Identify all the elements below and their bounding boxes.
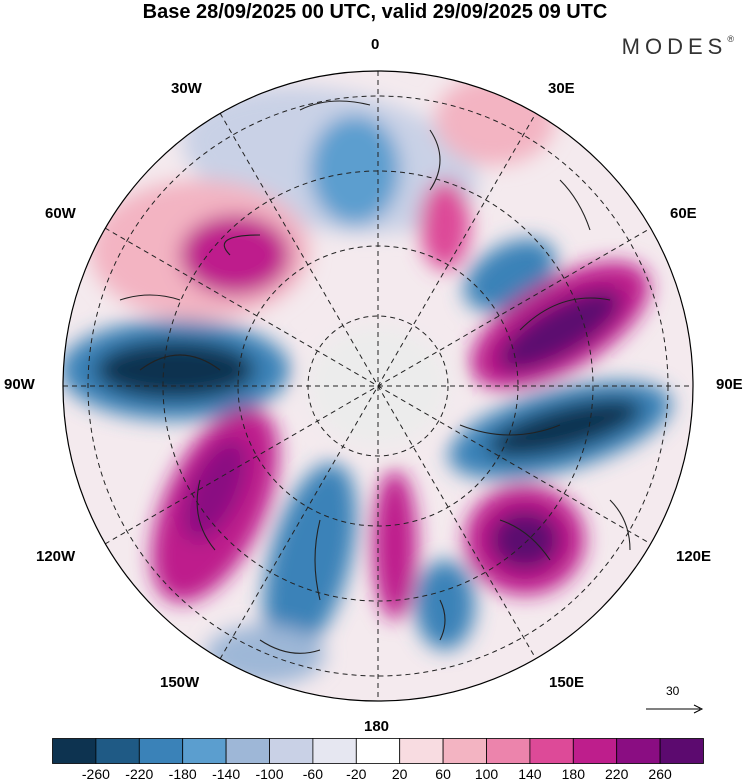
colorbar-swatch bbox=[52, 738, 97, 764]
colorbar-ticks: -260 -220 -180 -140 -100 -60 -20 20 60 100 140 180 2… bbox=[0, 766, 750, 784]
lon-label-60w: 60W bbox=[45, 205, 76, 222]
colorbar bbox=[52, 738, 704, 764]
brand-text: MODES bbox=[621, 34, 728, 59]
colorbar-tick-label: 60 bbox=[435, 766, 451, 782]
colorbar-tick-label: 220 bbox=[605, 766, 629, 782]
colorbar-tick-label: -220 bbox=[125, 766, 154, 782]
colorbar-tick-label: -60 bbox=[302, 766, 324, 782]
colorbar-swatch bbox=[355, 738, 401, 764]
colorbar-swatch bbox=[442, 738, 487, 764]
colorbar-swatch bbox=[616, 738, 661, 764]
colorbar-swatch bbox=[529, 738, 574, 764]
lon-label-90w: 90W bbox=[4, 376, 35, 393]
polar-map bbox=[62, 70, 694, 702]
colorbar-tick-label: 260 bbox=[648, 766, 672, 782]
colorbar-tick-label: -180 bbox=[168, 766, 197, 782]
lon-label-30w: 30W bbox=[171, 80, 202, 97]
colorbar-swatch bbox=[182, 738, 227, 764]
anomaly-field bbox=[63, 71, 693, 701]
lon-label-30e: 30E bbox=[548, 80, 575, 97]
lon-label-150e: 150E bbox=[549, 674, 585, 691]
colorbar-tick-label: 100 bbox=[474, 766, 499, 782]
colorbar-tick-label: 140 bbox=[518, 766, 542, 782]
lon-label-60e: 60E bbox=[670, 205, 697, 222]
colorbar-tick-label: -140 bbox=[212, 766, 241, 782]
lon-label-90e: 90E bbox=[716, 376, 743, 393]
lon-label-180: 180 bbox=[364, 718, 390, 735]
colorbar-swatch bbox=[659, 738, 704, 764]
reference-vector-label: 30 bbox=[666, 684, 680, 698]
colorbar-swatch bbox=[95, 738, 140, 764]
lon-label-150w: 150W bbox=[160, 674, 200, 691]
colorbar-swatch bbox=[399, 738, 444, 764]
lon-label-120w: 120W bbox=[36, 548, 76, 565]
colorbar-tick-label: 20 bbox=[391, 766, 408, 782]
lon-label-0: 0 bbox=[371, 36, 380, 53]
colorbar-swatch bbox=[572, 738, 618, 764]
colorbar-tick-label: -260 bbox=[81, 766, 110, 782]
wind-vectors bbox=[119, 100, 631, 654]
colorbar-swatch bbox=[225, 738, 270, 764]
lon-label-120e: 120E bbox=[676, 548, 712, 565]
colorbar-swatch bbox=[269, 738, 314, 764]
colorbar-tick-label: 180 bbox=[561, 766, 585, 782]
colorbar-swatch bbox=[312, 738, 357, 764]
chart-title: Base 28/09/2025 00 UTC, valid 29/09/2025… bbox=[142, 1, 608, 23]
reference-arrow-icon bbox=[646, 704, 704, 714]
map-border bbox=[62, 70, 694, 702]
colorbar-tick-label: -20 bbox=[346, 766, 367, 782]
colorbar-swatch bbox=[138, 738, 184, 764]
registered-mark: ® bbox=[727, 34, 734, 44]
colorbar-tick-label: -100 bbox=[255, 766, 284, 782]
graticule bbox=[63, 71, 693, 701]
brand-logo: MODES® bbox=[622, 34, 734, 60]
colorbar-swatch bbox=[486, 738, 531, 764]
